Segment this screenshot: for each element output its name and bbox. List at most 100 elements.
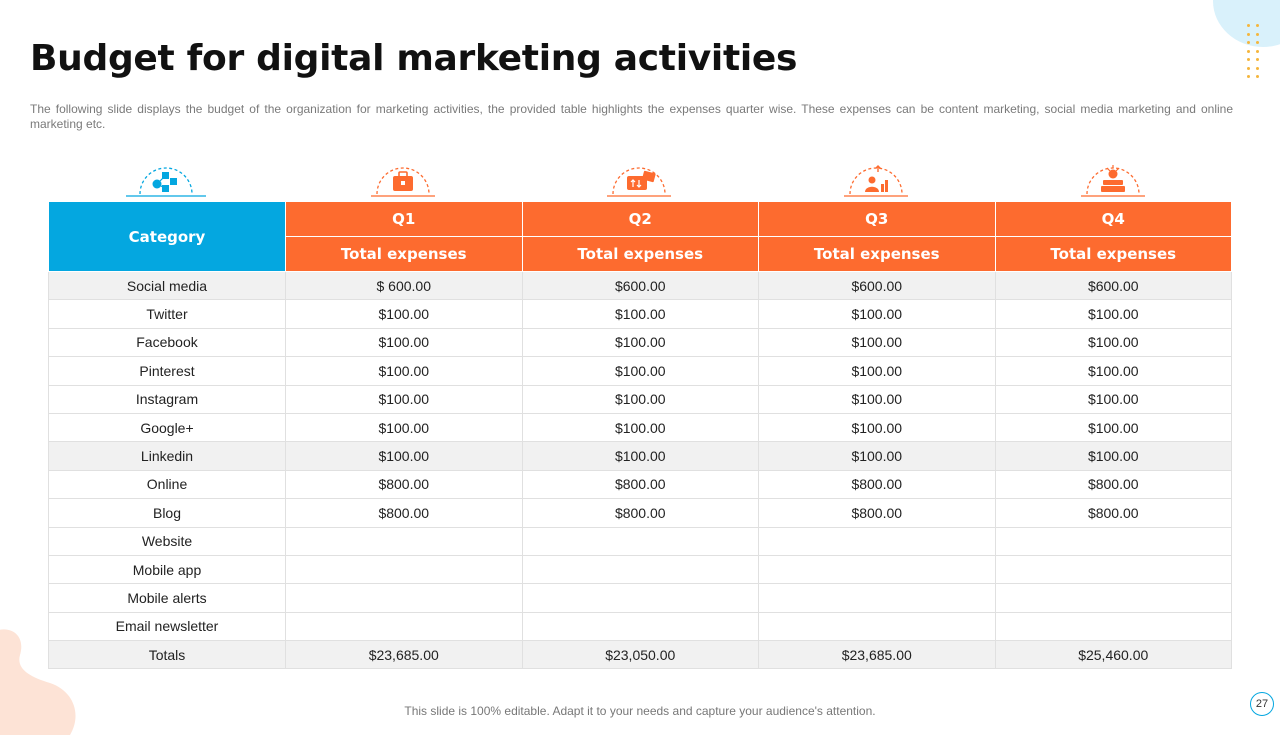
expense-cell: $100.00 (285, 412, 523, 443)
category-cell: Website (48, 526, 286, 556)
table-row: Website (48, 526, 1232, 556)
expense-cell: $23,050.00 (521, 640, 759, 670)
expense-cell: $800.00 (758, 469, 996, 500)
table-row: Email newsletter (48, 611, 1232, 642)
quarter-header-q3: Q3 (758, 201, 996, 237)
expense-cell: $100.00 (758, 412, 996, 443)
expense-cell: $100.00 (994, 441, 1232, 471)
table-row: Google+ $100.00 $100.00 $100.00 $100.00 (48, 412, 1232, 443)
footer-note: This slide is 100% editable. Adapt it to… (404, 704, 876, 718)
expense-cell (758, 611, 996, 642)
category-cell: Totals (48, 640, 286, 670)
decorative-dot (1256, 66, 1259, 70)
decorative-dot (1247, 75, 1250, 78)
growth-person-icon (844, 165, 908, 197)
expense-cell: $100.00 (285, 441, 523, 471)
category-cell: Pinterest (48, 356, 286, 386)
category-cell: Blog (48, 498, 286, 528)
expense-cell: $23,685.00 (285, 640, 523, 670)
expense-cell: $800.00 (285, 469, 523, 500)
subheader-total-expenses: Total expenses (994, 236, 1232, 272)
table-row: Social media $ 600.00 $600.00 $600.00 $600.0… (48, 270, 1232, 301)
decorative-dot (1256, 24, 1259, 27)
category-header: Category (48, 201, 286, 272)
expense-cell (994, 583, 1232, 613)
expense-cell: $600.00 (758, 270, 996, 301)
expense-cell: $100.00 (994, 356, 1232, 386)
category-cell: Twitter (48, 299, 286, 329)
decorative-dot (1247, 32, 1250, 36)
category-cell: Online (48, 469, 286, 500)
expense-cell: $800.00 (758, 498, 996, 528)
briefcase-icon (371, 167, 435, 197)
expense-cell: $100.00 (521, 327, 759, 358)
expense-cell (994, 554, 1232, 585)
expense-cell: $600.00 (521, 270, 759, 301)
category-cell: Mobile alerts (48, 583, 286, 613)
expense-cell (758, 554, 996, 585)
expense-cell (285, 611, 523, 642)
table-row: Pinterest $100.00 $100.00 $100.00 $100.00 (48, 356, 1232, 386)
expense-cell: $100.00 (521, 299, 759, 329)
money-stack-icon (1081, 165, 1145, 197)
expense-cell: $100.00 (758, 384, 996, 414)
expense-cell: $100.00 (994, 384, 1232, 414)
table-row: Mobile app (48, 554, 1232, 585)
expense-cell (521, 526, 759, 556)
expense-cell: $600.00 (994, 270, 1232, 301)
category-cell: Mobile app (48, 554, 286, 585)
decorative-dot (1256, 41, 1259, 44)
expense-cell: $100.00 (285, 356, 523, 386)
subheader-total-expenses: Total expenses (521, 236, 759, 272)
slide-description: The following slide displays the budget … (30, 102, 1233, 131)
decorative-blob (0, 629, 76, 735)
expense-cell: $800.00 (994, 498, 1232, 528)
table-row: Facebook $100.00 $100.00 $100.00 $100.00 (48, 327, 1232, 358)
expense-cell: $100.00 (758, 299, 996, 329)
expense-cell: $100.00 (758, 327, 996, 358)
expense-cell: $ 600.00 (285, 270, 523, 301)
table-row: Mobile alerts (48, 583, 1232, 613)
expense-cell (521, 554, 759, 585)
category-cell: Instagram (48, 384, 286, 414)
decorative-dot (1247, 66, 1250, 70)
table-row: Twitter $100.00 $100.00 $100.00 $100.00 (48, 299, 1232, 329)
decorative-dot (1247, 24, 1250, 27)
network-nodes-icon (126, 167, 206, 197)
expense-cell: $800.00 (994, 469, 1232, 500)
expense-cell: $100.00 (521, 412, 759, 443)
table-row: Online $800.00 $800.00 $800.00 $800.00 (48, 469, 1232, 500)
expense-cell (521, 611, 759, 642)
category-cell: Linkedin (48, 441, 286, 471)
column-icon-row (48, 160, 1232, 200)
expense-cell (994, 611, 1232, 642)
decorative-dots (1247, 24, 1263, 82)
expense-cell: $100.00 (521, 384, 759, 414)
expense-cell: $100.00 (758, 356, 996, 386)
subheader-total-expenses: Total expenses (758, 236, 996, 272)
slide-title: Budget for digital marketing activities (30, 38, 798, 79)
money-exchange-icon (607, 167, 671, 197)
expense-cell: $800.00 (285, 498, 523, 528)
expense-cell: $100.00 (285, 384, 523, 414)
expense-cell: $23,685.00 (758, 640, 996, 670)
expense-cell: $25,460.00 (994, 640, 1232, 670)
expense-cell: $100.00 (285, 299, 523, 329)
category-cell: Email newsletter (48, 611, 286, 642)
expense-cell: $800.00 (521, 498, 759, 528)
expense-cell: $100.00 (521, 441, 759, 471)
budget-table: Category Q1 Q2 Q3 Q4 Total expenses Tota… (48, 201, 1232, 670)
category-cell: Facebook (48, 327, 286, 358)
quarter-header-q2: Q2 (521, 201, 759, 237)
table-row: Blog $800.00 $800.00 $800.00 $800.00 (48, 498, 1232, 528)
decorative-dot (1256, 75, 1259, 78)
expense-cell (758, 583, 996, 613)
expense-cell (521, 583, 759, 613)
expense-cell: $100.00 (758, 441, 996, 471)
category-cell: Google+ (48, 412, 286, 443)
quarter-header-q4: Q4 (994, 201, 1232, 237)
subheader-total-expenses: Total expenses (285, 236, 523, 272)
decorative-dot (1256, 58, 1259, 61)
expense-cell (758, 526, 996, 556)
expense-cell (994, 526, 1232, 556)
